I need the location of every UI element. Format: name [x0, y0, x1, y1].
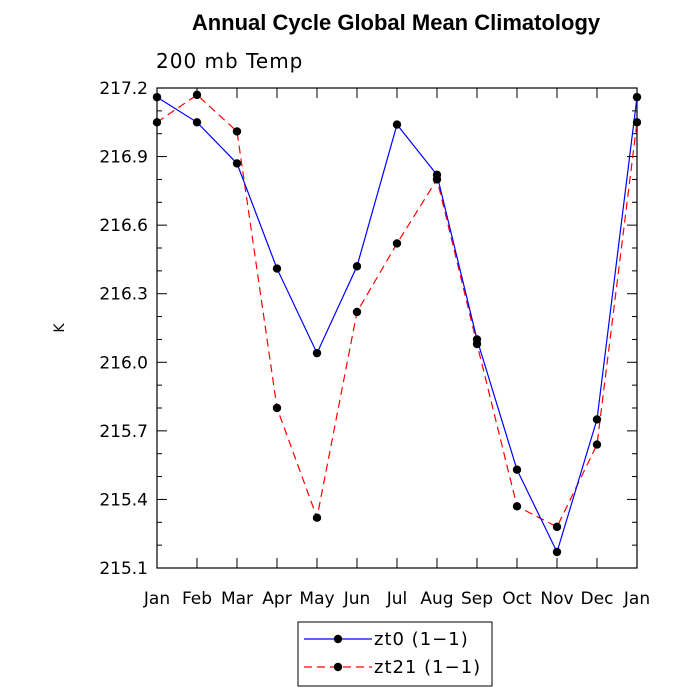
legend-marker-0 — [333, 634, 343, 644]
x-tick-label: Jul — [386, 589, 408, 609]
x-tick-label: May — [299, 589, 334, 609]
legend-label-0: zt0 (1−1) — [374, 629, 469, 650]
series-1-point — [632, 118, 642, 127]
series-1-point — [592, 440, 602, 449]
x-tick-label: Oct — [502, 589, 532, 609]
y-tick-label: 216.6 — [99, 216, 148, 236]
series-1-point — [512, 502, 522, 511]
series-0-point — [192, 118, 202, 127]
y-tick-label: 217.2 — [99, 79, 148, 99]
series-1-point — [232, 127, 242, 136]
series-0-point — [512, 465, 522, 474]
series-0-point — [552, 547, 562, 557]
series-1-point — [312, 513, 322, 522]
chart-subtitle: 200 mb Temp — [156, 49, 303, 73]
series-1-point — [192, 90, 202, 100]
series-0-point — [272, 264, 282, 273]
series-0-point — [472, 335, 482, 344]
plot-frame — [156, 87, 638, 569]
series-0-point — [392, 120, 402, 129]
series-1-point — [152, 118, 162, 127]
x-tick-label: Jun — [343, 589, 371, 609]
series-1-point — [352, 307, 362, 317]
series-0-point — [352, 262, 362, 271]
x-tick-label: Dec — [581, 589, 614, 609]
series-0-point — [632, 92, 642, 102]
y-tick-label: 216.3 — [99, 285, 148, 305]
x-tick-label: Mar — [221, 589, 253, 609]
legend-label-1: zt21 (1−1) — [374, 657, 481, 678]
x-tick-label: Nov — [540, 589, 573, 609]
x-tick-label: Jan — [143, 589, 170, 609]
series-0-point — [232, 159, 242, 168]
legend-box — [297, 621, 493, 687]
series-1-point — [392, 239, 402, 248]
series-layer — [152, 90, 642, 557]
y-axis-label: K — [52, 323, 68, 333]
legend: zt0 (1−1) zt21 (1−1) — [297, 621, 493, 687]
y-tick-label: 215.7 — [99, 422, 148, 442]
series-0-point — [592, 415, 602, 424]
series-line-0 — [156, 96, 638, 554]
x-tick-label: Feb — [182, 589, 212, 609]
series-1-point — [272, 403, 282, 413]
y-tick-label: 215.1 — [99, 559, 148, 579]
series-0-point — [432, 170, 442, 180]
series-1-point — [552, 522, 562, 532]
axis-ticks: Jan Feb Mar Apr May Jun Jul Aug Sep Oct Nov Dec Jan 2… — [99, 79, 650, 609]
x-tick-label: Jan — [623, 589, 650, 609]
x-tick-label: Aug — [420, 589, 453, 609]
series-0-point — [312, 348, 322, 358]
series-line-1 — [156, 94, 638, 528]
x-tick-label: Apr — [262, 589, 291, 609]
x-tick-label: Sep — [461, 589, 493, 609]
legend-marker-1 — [333, 662, 343, 672]
chart-title: Annual Cycle Global Mean Climatology — [192, 10, 601, 35]
y-tick-label: 216.0 — [99, 353, 148, 373]
y-tick-label: 215.4 — [99, 490, 148, 510]
y-tick-label: 216.9 — [99, 148, 148, 168]
series-0-point — [152, 92, 162, 102]
